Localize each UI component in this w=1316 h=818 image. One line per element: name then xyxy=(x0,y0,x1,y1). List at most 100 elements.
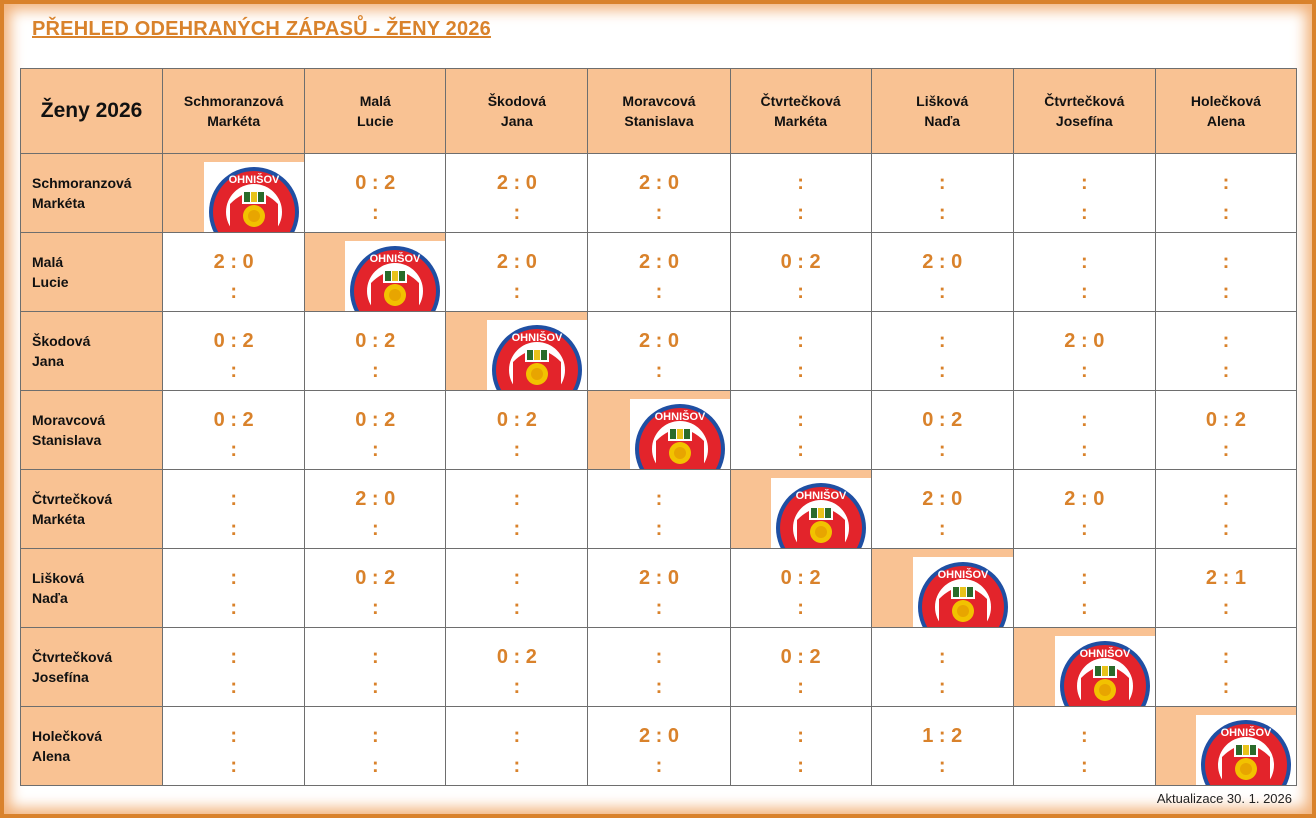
match-score: 2 : 0 xyxy=(1064,488,1105,510)
diagonal-logo-cell: OHNIŠOVSK OHÁJO xyxy=(870,548,1014,628)
second-score: : xyxy=(513,202,521,224)
score-cell: :: xyxy=(1012,706,1156,786)
second-score: : xyxy=(1222,439,1230,461)
score-cell: 0 : 2: xyxy=(304,390,447,470)
row-header-last-name: Čtvrtečková xyxy=(32,649,113,665)
second-score: : xyxy=(1080,518,1088,540)
svg-text:OHNIŠOV: OHNIŠOV xyxy=(1221,726,1272,739)
column-header-first-name: Naďa xyxy=(924,113,961,129)
second-score: : xyxy=(1222,360,1230,382)
match-score: 1 : 2 xyxy=(922,725,963,747)
row-header-first-name: Markéta xyxy=(32,195,85,211)
row-header-last-name: Moravcová xyxy=(32,412,106,428)
column-header-last-name: Čtvrtečková xyxy=(1044,93,1125,109)
match-score: : xyxy=(797,725,804,747)
score-cell: 2 : 0: xyxy=(304,469,447,549)
page-title: PŘEHLED ODEHRANÝCH ZÁPASŮ - ŽENY 2026 xyxy=(32,18,491,40)
row-header-first-name: Alena xyxy=(32,748,71,764)
score-cell: :: xyxy=(1154,469,1298,549)
match-score: 2 : 0 xyxy=(638,330,679,352)
svg-text:OHNIŠOV: OHNIŠOV xyxy=(229,173,280,186)
match-score: 2 : 0 xyxy=(638,725,679,747)
score-cell: 1 : 2: xyxy=(870,706,1014,786)
second-score: : xyxy=(797,597,804,619)
match-score: : xyxy=(230,488,237,510)
second-score: : xyxy=(230,360,237,382)
column-header-last-name: Schmoranzová xyxy=(183,93,284,109)
match-score: : xyxy=(1222,330,1230,352)
second-score: : xyxy=(230,676,237,698)
match-score: : xyxy=(230,567,237,589)
score-cell: 2 : 0: xyxy=(1012,311,1156,391)
column-header-player: Čtvrtečková Josefína xyxy=(1012,68,1156,154)
table-row: Holečková Alena::::::2 : 0:::1 : 2::: OHNI… xyxy=(19,706,1298,786)
club-logo: OHNIŠOVSK OHÁJO xyxy=(912,557,1013,627)
match-score: : xyxy=(1222,488,1230,510)
second-score: : xyxy=(1080,281,1088,303)
row-header-last-name: Čtvrtečková xyxy=(32,491,113,507)
score-cell: :: xyxy=(1154,627,1298,707)
score-cell: 0 : 2: xyxy=(162,311,306,391)
club-logo-icon: OHNIŠOVSK OHÁJO xyxy=(634,404,725,469)
second-score: : xyxy=(655,360,663,382)
column-header-player: Lišková Naďa xyxy=(870,68,1014,154)
match-score: : xyxy=(513,567,521,589)
score-cell: :: xyxy=(304,627,447,707)
match-score: 2 : 0 xyxy=(1064,330,1105,352)
match-score: : xyxy=(1222,251,1230,273)
second-score: : xyxy=(230,281,237,303)
second-score: : xyxy=(513,597,521,619)
score-cell: :: xyxy=(729,706,872,786)
diagonal-logo-cell: OHNIŠOVSK OHÁJO xyxy=(1154,706,1298,786)
column-header-first-name: Markéta xyxy=(207,113,261,129)
score-cell: 0 : 2: xyxy=(729,627,872,707)
score-cell: 0 : 2: xyxy=(445,390,589,470)
second-score: : xyxy=(1080,755,1088,777)
row-header-player: Holečková Alena xyxy=(19,706,164,786)
match-score: 2 : 0 xyxy=(638,172,679,194)
match-score: 2 : 0 xyxy=(355,488,396,510)
match-score: 0 : 2 xyxy=(780,646,821,668)
results-table: Ženy 2026 Schmoranzová Markéta Malá Lucie Šk… xyxy=(19,68,1298,786)
second-score: : xyxy=(797,281,804,303)
score-cell: 0 : 2: xyxy=(162,390,306,470)
score-cell: :: xyxy=(870,153,1014,233)
column-header-first-name: Josefína xyxy=(1055,113,1113,129)
score-cell: 2 : 0: xyxy=(587,548,731,628)
second-score: : xyxy=(1222,597,1230,619)
score-cell: :: xyxy=(1154,153,1298,233)
column-header-last-name: Škodová xyxy=(487,93,547,109)
second-score: : xyxy=(655,755,663,777)
score-cell: 0 : 2: xyxy=(304,548,447,628)
table-row: Čtvrtečková Josefína::::0 : 2:::0 : 2:::O… xyxy=(19,627,1298,707)
score-cell: 2 : 0: xyxy=(587,706,731,786)
match-score: : xyxy=(938,172,946,194)
second-score: : xyxy=(938,281,946,303)
second-score: : xyxy=(513,676,521,698)
svg-text:OHNIŠOV: OHNIŠOV xyxy=(370,252,421,265)
match-score: : xyxy=(513,725,521,747)
score-cell: 0 : 2: xyxy=(304,153,447,233)
club-logo-icon: OHNIŠOVSK OHÁJO xyxy=(917,562,1008,627)
score-cell: :: xyxy=(1012,232,1156,312)
match-score: 2 : 1 xyxy=(1205,567,1246,589)
club-logo-icon: OHNIŠOVSK OHÁJO xyxy=(209,167,300,232)
row-header-first-name: Josefína xyxy=(32,669,89,685)
match-score: 0 : 2 xyxy=(496,646,537,668)
match-score: : xyxy=(797,172,804,194)
row-header-first-name: Markéta xyxy=(32,511,85,527)
update-date: Aktualizace 30. 1. 2026 xyxy=(1156,791,1292,806)
match-score: 0 : 2 xyxy=(496,409,537,431)
diagonal-logo-cell: OHNIŠOVSK OHÁJO xyxy=(304,232,447,312)
second-score: : xyxy=(371,518,379,540)
second-score: : xyxy=(1080,360,1088,382)
club-logo: OHNIŠOVSK OHÁJO xyxy=(1054,636,1155,706)
svg-text:OHNIŠOV: OHNIŠOV xyxy=(1080,647,1131,660)
score-cell: :: xyxy=(870,627,1014,707)
table-corner-label: Ženy 2026 xyxy=(19,68,164,154)
match-score: 2 : 0 xyxy=(638,567,679,589)
score-cell: 0 : 2: xyxy=(729,232,872,312)
second-score: : xyxy=(230,597,237,619)
